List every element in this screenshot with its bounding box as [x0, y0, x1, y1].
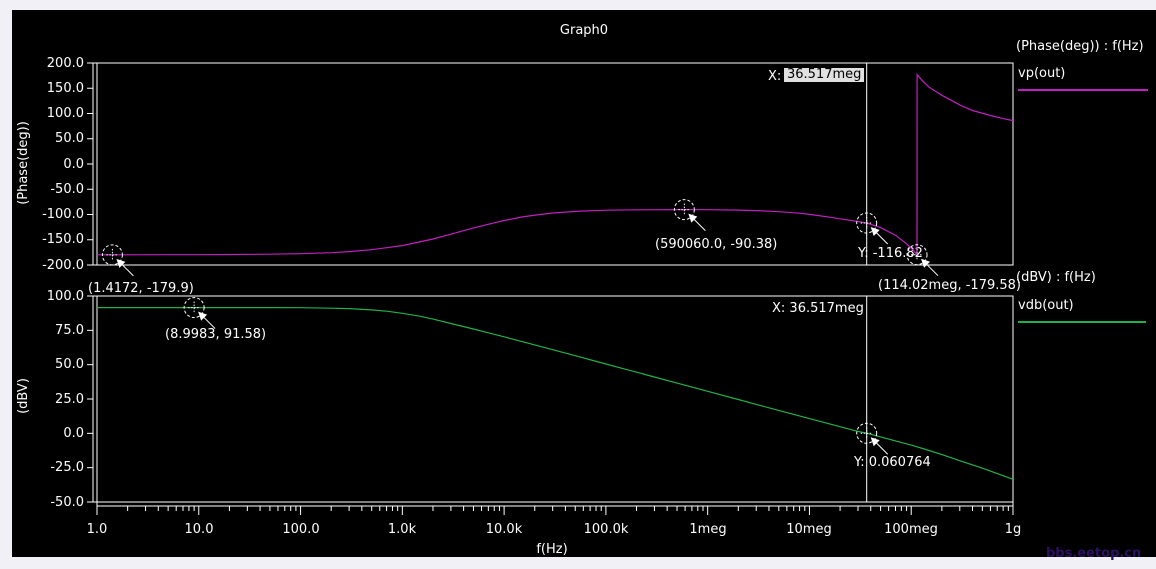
marker-label-db-0: (8.9983, 91.58): [165, 327, 267, 342]
cursor-y-readout-db: Y: 0.060764: [854, 455, 931, 470]
legend-swatch-vp-out: [1018, 89, 1148, 91]
xtick-1: 10.0: [184, 522, 214, 537]
db-ytick-4: 0.0: [63, 426, 84, 441]
xtick-4: 10.0k: [485, 522, 523, 537]
cursor-x-value-box[interactable]: 36.517meg: [784, 68, 865, 82]
xtick-0: 1.0: [86, 522, 108, 537]
phase-ytick-7: -150.0: [42, 232, 84, 247]
phase-ytick-4: 0.0: [63, 157, 84, 172]
db-ytick-0: 100.0: [46, 289, 84, 304]
phase-ytick-1: 150.0: [46, 81, 84, 96]
plot-canvas: [87, 62, 1014, 515]
chart-0-curve: [97, 72, 1014, 257]
cursor-x-readout-bottom: X: 36.517meg: [772, 301, 864, 316]
chart-1-markers[interactable]: [183, 297, 889, 455]
xtick-3: 1.0k: [387, 522, 417, 537]
cursor-x-prefix-top: X:: [768, 69, 782, 84]
xtick-2: 100.0: [282, 522, 320, 537]
phase-ytick-5: -50.0: [50, 182, 84, 197]
phase-ytick-8: -200.0: [42, 258, 84, 273]
phase-ytick-0: 200.0: [46, 56, 84, 71]
legend-swatch-vdb-out: [1018, 321, 1146, 323]
legend-trace-vp-out[interactable]: vp(out): [1018, 66, 1066, 81]
db-ytick-5: -25.0: [50, 460, 84, 475]
chart-0-axes: [87, 62, 1014, 266]
db-ytick-3: 25.0: [55, 392, 84, 407]
x-axis-title: f(Hz): [536, 542, 568, 557]
phase-ytick-6: -100.0: [42, 207, 84, 222]
graph-title: Graph0: [559, 23, 609, 38]
graph-window: Graph0 (Phase(deg)) (dBV) 200.0 150.0 10…: [12, 10, 1156, 557]
chart-1-axes: [87, 295, 1014, 515]
xtick-6: 1meg: [689, 522, 727, 537]
marker-label-phase-0: (1.4172, -179.9): [88, 281, 194, 296]
db-ytick-1: 75.0: [55, 323, 84, 338]
db-ytick-2: 50.0: [55, 357, 84, 372]
xtick-5: 100.0k: [583, 522, 629, 537]
marker-label-phase-1: (590060.0, -90.38): [655, 237, 778, 252]
chart-0-markers[interactable]: [101, 199, 939, 277]
phase-ytick-2: 100.0: [46, 106, 84, 121]
legend-title-phase: (Phase(deg)) : f(Hz): [1016, 39, 1144, 54]
cursor-y-readout-phase: Y: -116.82: [858, 246, 923, 261]
chart-1-curve: [97, 307, 1014, 480]
xtick-8: 100meg: [884, 522, 938, 537]
db-ytick-6: -50.0: [50, 495, 84, 510]
legend-title-db: (dBV) : f(Hz): [1016, 270, 1096, 285]
phase-ytick-3: 50.0: [55, 131, 84, 146]
xtick-9: 1g: [1004, 522, 1022, 537]
xtick-7: 10meg: [786, 522, 832, 537]
watermark: bbs.eetop.cn: [1046, 546, 1142, 561]
marker-label-phase-2: (114.02meg, -179.58): [878, 278, 1021, 293]
legend-trace-vdb-out[interactable]: vdb(out): [1018, 298, 1074, 313]
